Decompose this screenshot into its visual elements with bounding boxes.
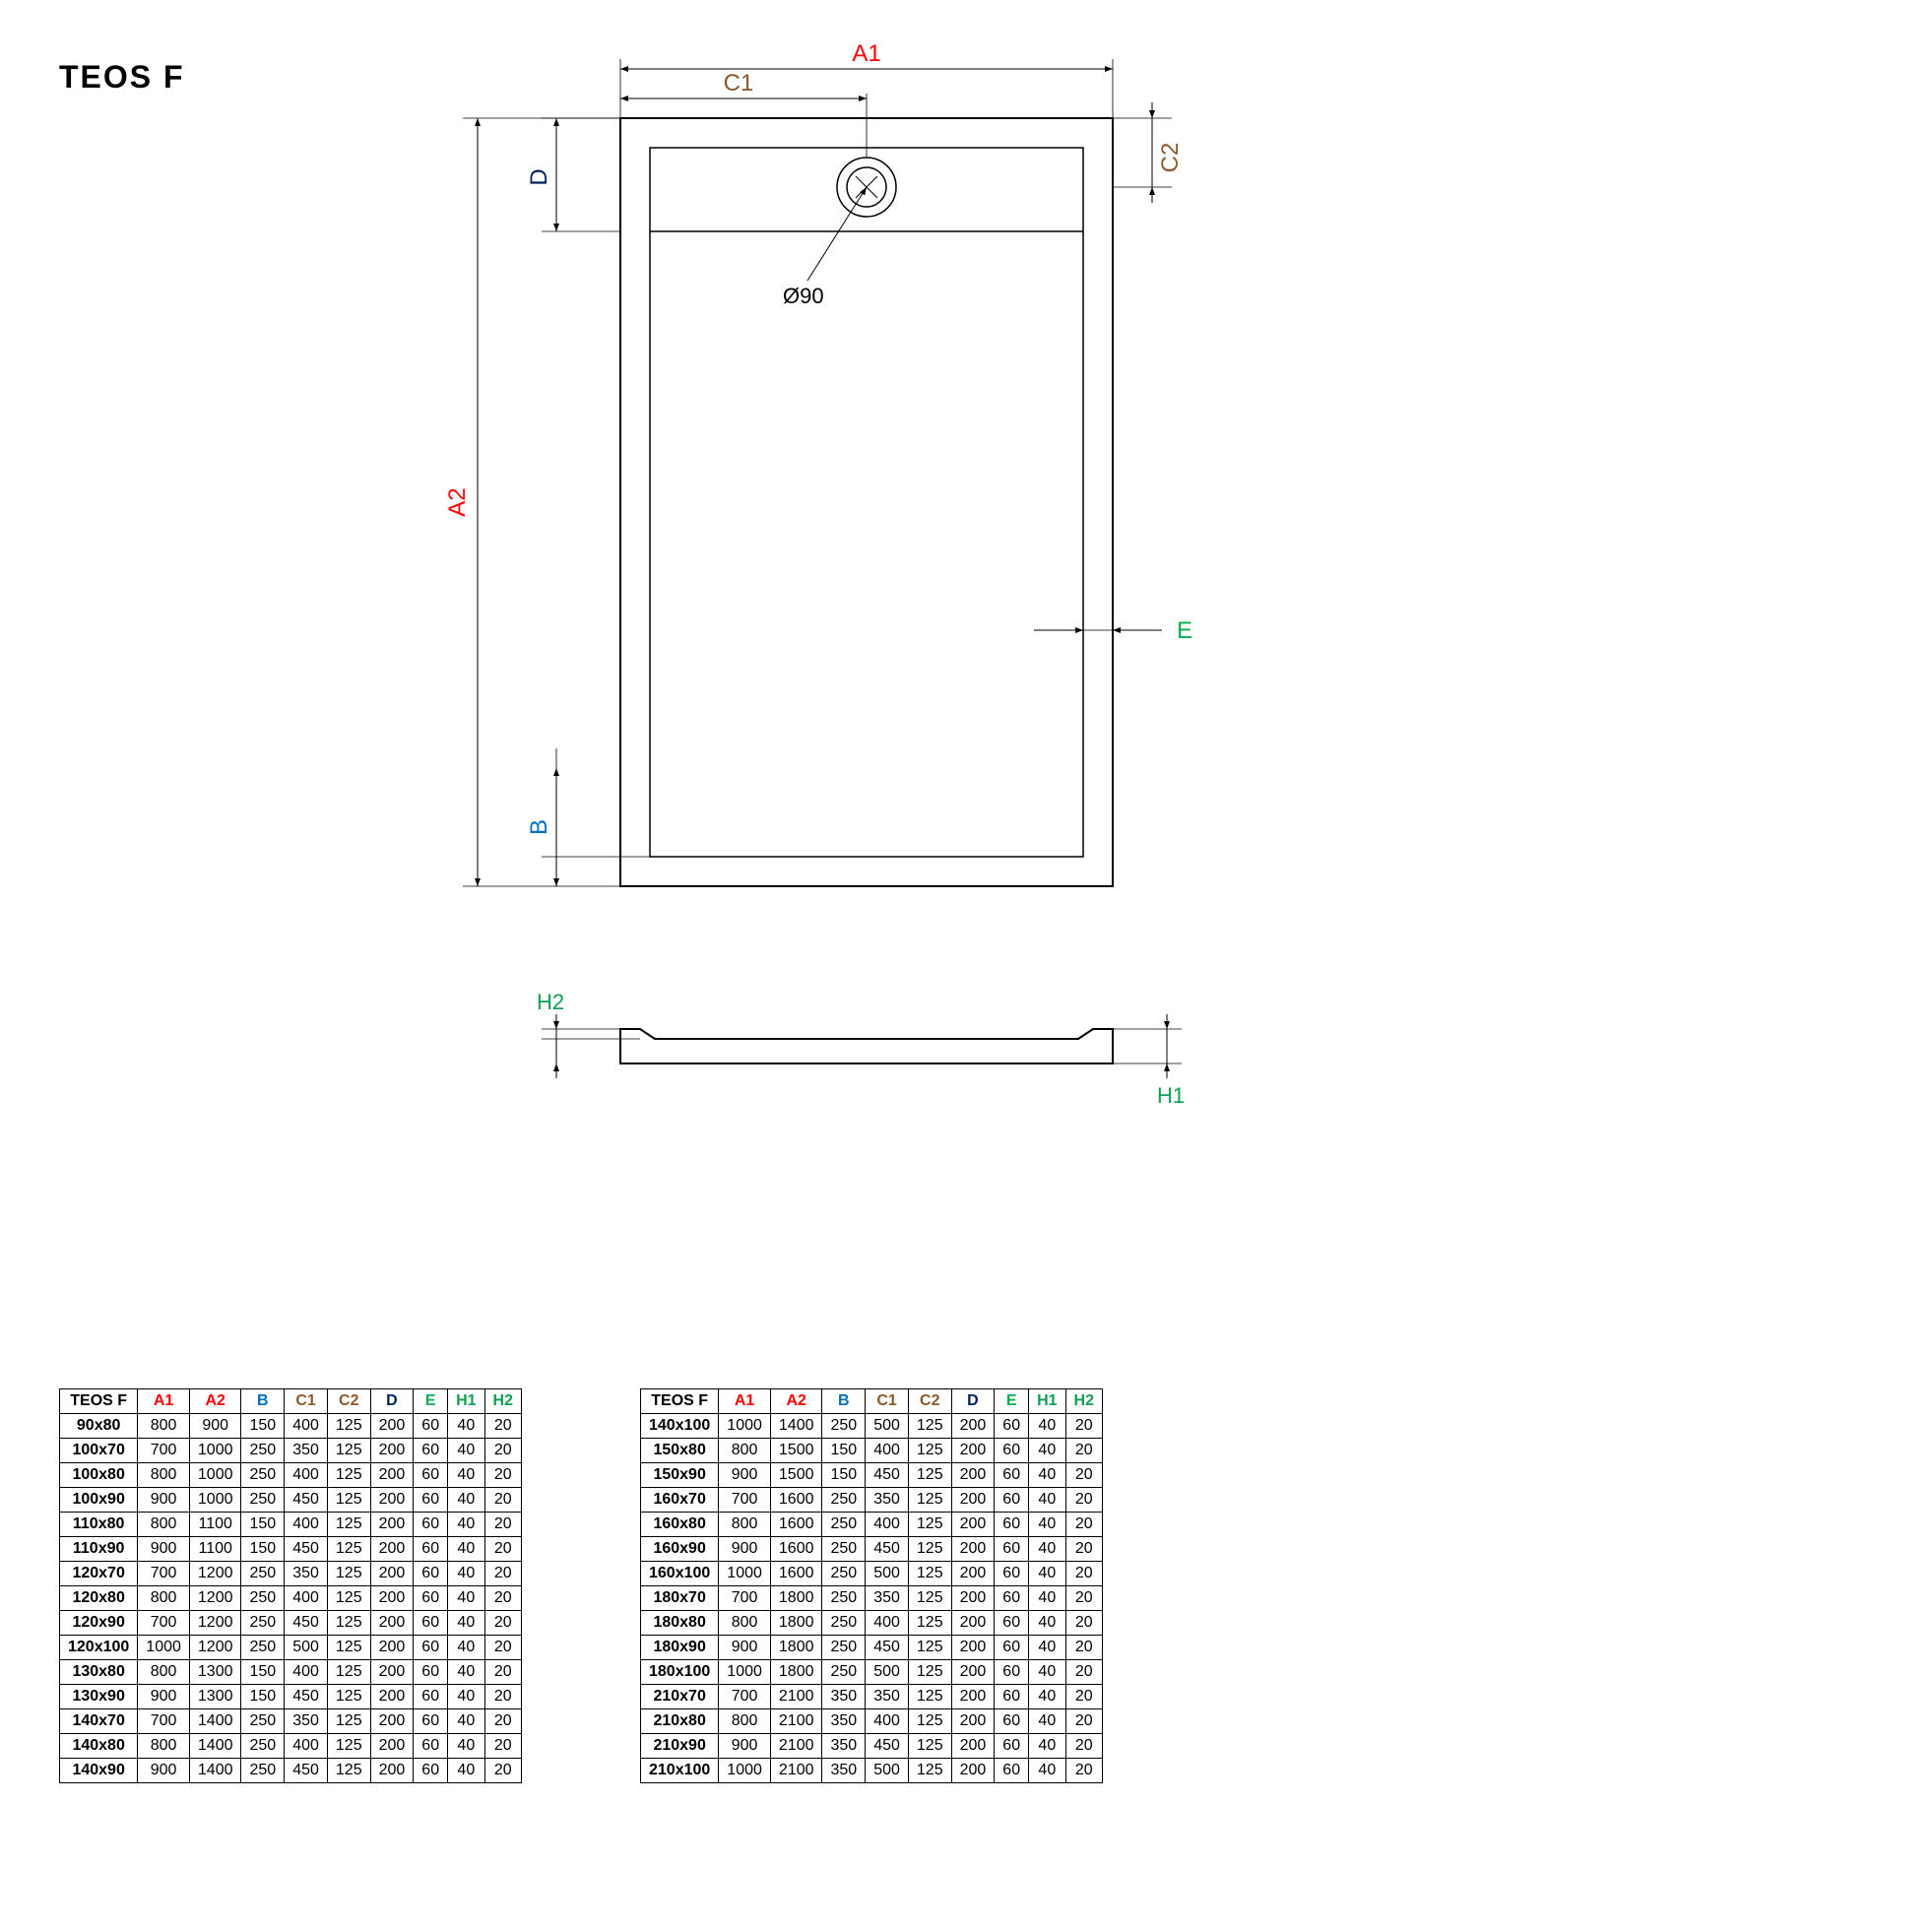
label-a1: A1 (852, 40, 880, 67)
table-row: 210x707002100350350125200604020 (641, 1685, 1103, 1709)
label-e: E (1177, 617, 1192, 644)
col-header-c2: C2 (908, 1389, 951, 1414)
label-phi90: Ø90 (783, 284, 824, 308)
table-row: 210x808002100350400125200604020 (641, 1709, 1103, 1734)
label-c2: C2 (1157, 143, 1184, 173)
tray-outer (620, 118, 1113, 886)
col-header-h2: H2 (1065, 1389, 1102, 1414)
table-row: 120x907001200250450125200604020 (60, 1611, 522, 1636)
col-header-h1: H1 (448, 1389, 484, 1414)
col-header-b: B (241, 1389, 285, 1414)
dimension-tables: TEOS FA1A2BC1C2DEH1H290x8080090015040012… (59, 1388, 1103, 1783)
col-header-size: TEOS F (60, 1389, 138, 1414)
table-row: 160x707001600250350125200604020 (641, 1488, 1103, 1513)
table-row: 150x909001500150450125200604020 (641, 1463, 1103, 1488)
col-header-size: TEOS F (641, 1389, 719, 1414)
table-row: 210x909002100350450125200604020 (641, 1734, 1103, 1759)
col-header-d: D (951, 1389, 995, 1414)
table-row: 140x909001400250450125200604020 (60, 1759, 522, 1783)
table-row: 130x808001300150400125200604020 (60, 1660, 522, 1685)
tray-inner (650, 148, 1083, 857)
col-header-c1: C1 (866, 1389, 909, 1414)
label-b: B (526, 819, 552, 835)
col-header-c2: C2 (327, 1389, 370, 1414)
table-row: 140x10010001400250500125200604020 (641, 1414, 1103, 1439)
col-header-a2: A2 (770, 1389, 822, 1414)
label-a2: A2 (444, 487, 471, 516)
col-header-a1: A1 (138, 1389, 190, 1414)
table-row: 100x909001000250450125200604020 (60, 1488, 522, 1513)
table-row: 140x707001400250350125200604020 (60, 1709, 522, 1734)
table-row: 110x909001100150450125200604020 (60, 1537, 522, 1562)
col-header-d: D (370, 1389, 414, 1414)
col-header-h1: H1 (1029, 1389, 1065, 1414)
page-title: TEOS F (59, 59, 185, 96)
col-header-e: E (995, 1389, 1029, 1414)
table-row: 160x808001600250400125200604020 (641, 1513, 1103, 1537)
table-row: 180x808001800250400125200604020 (641, 1611, 1103, 1636)
col-header-b: B (822, 1389, 866, 1414)
table-row: 160x909001600250450125200604020 (641, 1537, 1103, 1562)
table-row: 90x80800900150400125200604020 (60, 1414, 522, 1439)
table-row: 180x707001800250350125200604020 (641, 1586, 1103, 1611)
side-view (620, 1029, 1113, 1063)
table-row: 160x10010001600250500125200604020 (641, 1562, 1103, 1586)
label-h2: H2 (537, 990, 564, 1014)
label-c1: C1 (724, 70, 754, 97)
label-d: D (526, 168, 552, 185)
table-row: 180x909001800250450125200604020 (641, 1636, 1103, 1660)
col-header-c1: C1 (285, 1389, 328, 1414)
table-row: 120x10010001200250500125200604020 (60, 1636, 522, 1660)
table-row: 150x808001500150400125200604020 (641, 1439, 1103, 1463)
table-row: 100x808001000250400125200604020 (60, 1463, 522, 1488)
col-header-e: E (414, 1389, 448, 1414)
col-header-a1: A1 (719, 1389, 771, 1414)
label-h1: H1 (1157, 1083, 1185, 1108)
col-header-a2: A2 (189, 1389, 241, 1414)
dimension-table-1: TEOS FA1A2BC1C2DEH1H290x8080090015040012… (59, 1388, 522, 1783)
table-row: 180x10010001800250500125200604020 (641, 1660, 1103, 1685)
dimension-table-2: TEOS FA1A2BC1C2DEH1H2140x100100014002505… (640, 1388, 1103, 1783)
table-row: 140x808001400250400125200604020 (60, 1734, 522, 1759)
table-row: 130x909001300150450125200604020 (60, 1685, 522, 1709)
table-row: 100x707001000250350125200604020 (60, 1439, 522, 1463)
col-header-h2: H2 (484, 1389, 521, 1414)
table-row: 210x10010002100350500125200604020 (641, 1759, 1103, 1783)
table-row: 120x707001200250350125200604020 (60, 1562, 522, 1586)
table-row: 110x808001100150400125200604020 (60, 1513, 522, 1537)
table-row: 120x808001200250400125200604020 (60, 1586, 522, 1611)
technical-drawing: A1 C1 C2 D A2 B E Ø90 H2 H1 (345, 39, 1231, 1320)
